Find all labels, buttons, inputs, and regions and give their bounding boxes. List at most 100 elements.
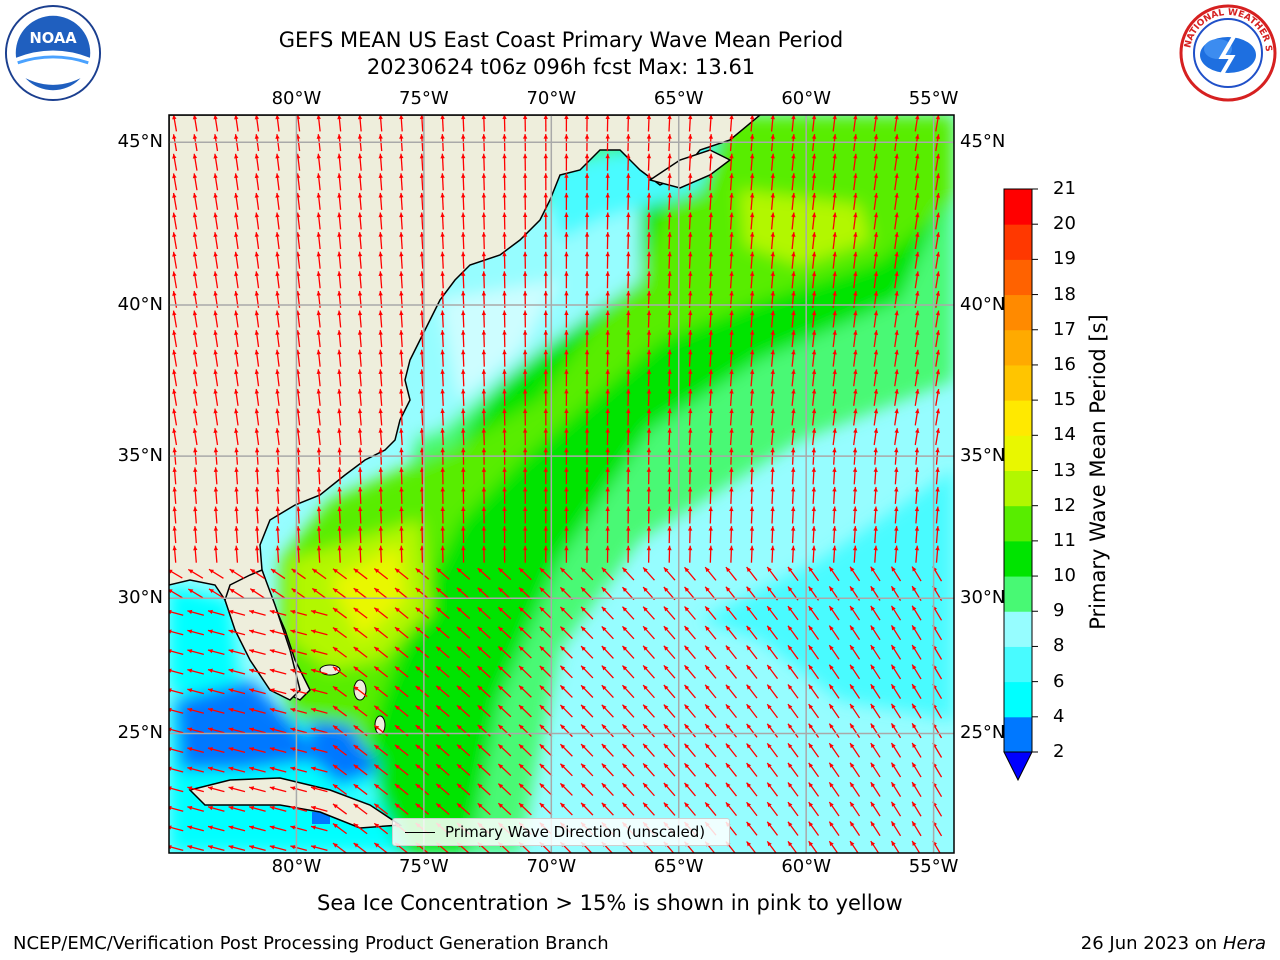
wave-direction-arrow bbox=[270, 588, 286, 599]
wave-direction-arrow bbox=[337, 271, 342, 289]
wave-direction-arrow bbox=[228, 688, 246, 695]
wave-direction-arrow bbox=[394, 607, 409, 619]
wave-direction-arrow bbox=[394, 705, 409, 717]
wave-direction-arrow bbox=[192, 369, 198, 387]
wave-direction-arrow bbox=[564, 506, 569, 524]
wave-direction-arrow bbox=[791, 212, 796, 230]
wave-direction-arrow bbox=[873, 408, 879, 426]
wave-direction-arrow bbox=[832, 369, 837, 387]
wave-direction-arrow bbox=[249, 588, 265, 599]
wave-direction-arrow bbox=[873, 467, 878, 485]
wave-direction-arrow bbox=[378, 388, 383, 406]
wave-direction-arrow bbox=[440, 330, 445, 348]
wave-direction-arrow bbox=[254, 349, 260, 367]
wave-direction-arrow bbox=[357, 428, 363, 446]
wave-direction-arrow bbox=[605, 212, 610, 230]
wave-direction-arrow bbox=[373, 842, 389, 853]
wave-direction-arrow bbox=[870, 801, 881, 817]
plot-title: GEFS MEAN US East Coast Primary Wave Mea… bbox=[278, 28, 844, 52]
wave-direction-arrow bbox=[435, 626, 450, 639]
wave-direction-arrow bbox=[787, 566, 799, 582]
wave-direction-arrow bbox=[290, 766, 307, 773]
wave-direction-arrow bbox=[477, 802, 491, 816]
wave-direction-arrow bbox=[642, 743, 655, 757]
wave-direction-arrow bbox=[497, 645, 512, 659]
wave-direction-arrow bbox=[832, 115, 837, 132]
wave-direction-arrow bbox=[269, 649, 287, 656]
wave-direction-arrow bbox=[518, 626, 532, 639]
wave-direction-arrow bbox=[791, 545, 796, 563]
wave-direction-arrow bbox=[481, 271, 487, 289]
wave-direction-arrow bbox=[172, 192, 178, 210]
wave-direction-arrow bbox=[254, 408, 260, 426]
wave-direction-arrow bbox=[187, 786, 204, 793]
wave-direction-arrow bbox=[601, 684, 614, 699]
wave-direction-arrow bbox=[828, 703, 840, 719]
wave-direction-arrow bbox=[290, 688, 307, 695]
wave-direction-arrow bbox=[440, 212, 445, 230]
wave-direction-arrow bbox=[213, 173, 219, 191]
wave-direction-arrow bbox=[580, 665, 594, 679]
wave-direction-arrow bbox=[791, 251, 796, 269]
wave-direction-arrow bbox=[849, 801, 861, 817]
wave-direction-arrow bbox=[584, 115, 590, 132]
wave-direction-arrow bbox=[849, 566, 861, 582]
wave-direction-arrow bbox=[708, 526, 713, 544]
wave-direction-arrow bbox=[518, 704, 532, 718]
wave-direction-arrow bbox=[749, 212, 755, 230]
wave-direction-arrow bbox=[234, 467, 239, 485]
wave-direction-arrow bbox=[626, 486, 631, 504]
wave-direction-arrow bbox=[481, 251, 487, 269]
wave-direction-arrow bbox=[914, 153, 920, 171]
wave-direction-arrow bbox=[172, 506, 177, 524]
wave-direction-arrow bbox=[337, 232, 342, 250]
wave-direction-arrow bbox=[873, 388, 879, 406]
wave-direction-arrow bbox=[207, 609, 225, 616]
wave-direction-arrow bbox=[522, 506, 528, 524]
wave-direction-arrow bbox=[811, 349, 817, 367]
wave-direction-arrow bbox=[378, 310, 383, 328]
wave-direction-arrow bbox=[316, 115, 321, 132]
wave-direction-arrow bbox=[310, 629, 328, 636]
wave-direction-arrow bbox=[914, 408, 920, 426]
wave-direction-arrow bbox=[234, 388, 239, 406]
wave-direction-arrow bbox=[358, 506, 363, 524]
wave-direction-arrow bbox=[461, 526, 466, 544]
wave-direction-arrow bbox=[373, 587, 389, 600]
wave-direction-arrow bbox=[213, 330, 219, 348]
wave-direction-arrow bbox=[477, 685, 491, 698]
wave-direction-arrow bbox=[228, 707, 246, 714]
wave-direction-arrow bbox=[832, 251, 837, 269]
wave-direction-arrow bbox=[832, 212, 837, 230]
wave-direction-arrow bbox=[502, 388, 507, 406]
wave-direction-arrow bbox=[559, 743, 573, 757]
wave-direction-arrow bbox=[935, 232, 941, 250]
wave-direction-arrow bbox=[890, 625, 902, 641]
wave-direction-arrow bbox=[688, 173, 693, 191]
wave-direction-arrow bbox=[725, 782, 738, 797]
wave-direction-arrow bbox=[193, 506, 198, 524]
wave-direction-arrow bbox=[852, 467, 858, 485]
wave-direction-arrow bbox=[518, 783, 532, 796]
wave-direction-arrow bbox=[601, 625, 614, 640]
colorbar-segment bbox=[1004, 505, 1032, 542]
wave-direction-arrow bbox=[502, 349, 507, 367]
wave-direction-arrow bbox=[621, 723, 635, 738]
wave-direction-arrow bbox=[192, 408, 198, 426]
wave-direction-arrow bbox=[522, 369, 528, 387]
wave-direction-arrow bbox=[642, 567, 655, 581]
wave-direction-arrow bbox=[873, 506, 878, 524]
wave-direction-arrow bbox=[914, 232, 920, 250]
wave-direction-arrow bbox=[621, 567, 635, 581]
wave-direction-arrow bbox=[894, 526, 899, 544]
wave-direction-arrow bbox=[770, 349, 775, 367]
wave-direction-arrow bbox=[605, 330, 610, 348]
wave-direction-arrow bbox=[522, 153, 528, 171]
wave-direction-arrow bbox=[419, 192, 425, 210]
wave-direction-arrow bbox=[725, 645, 738, 660]
wave-direction-arrow bbox=[373, 822, 389, 835]
wave-direction-arrow bbox=[870, 723, 881, 739]
wave-direction-arrow bbox=[461, 153, 466, 171]
wave-direction-arrow bbox=[708, 330, 714, 348]
wave-direction-arrow bbox=[269, 629, 287, 636]
